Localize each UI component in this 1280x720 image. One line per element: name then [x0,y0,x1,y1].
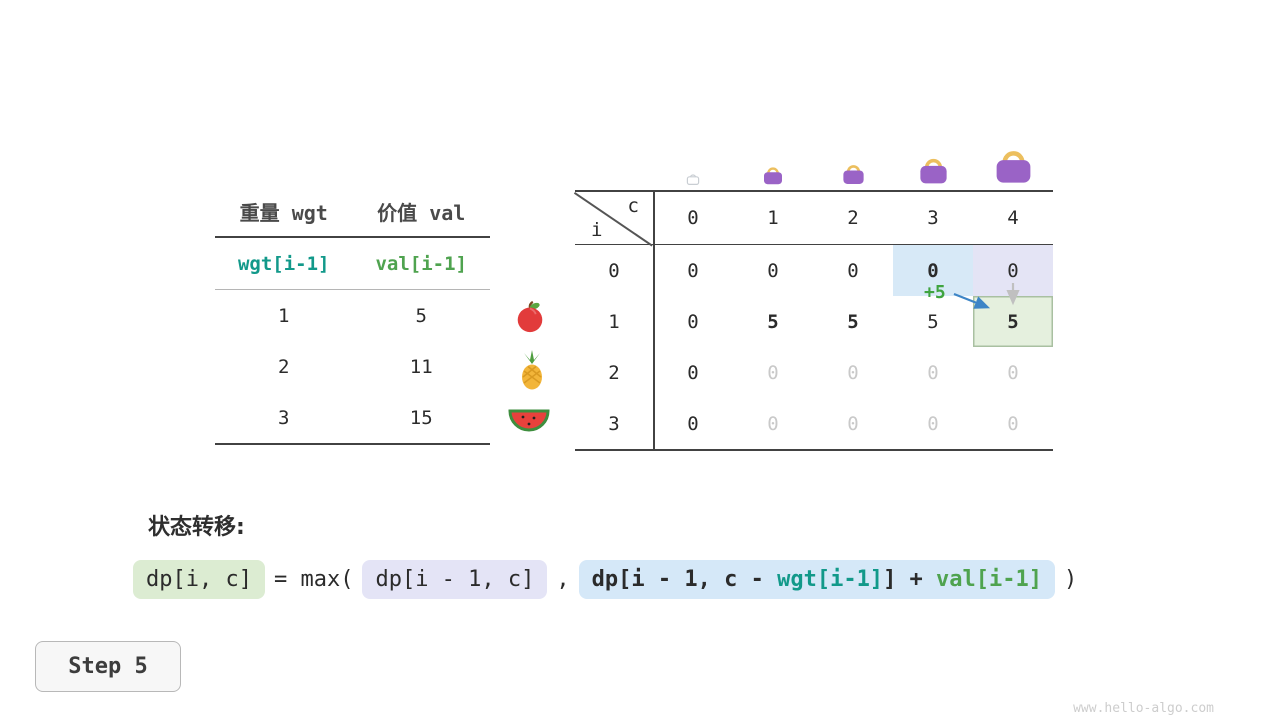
diagonal-line [574,192,653,247]
dp-cell-3-1: 0 [767,412,779,435]
formula-separator: , [556,567,570,592]
item-row: 2 11 [215,341,490,392]
dp-row-label: 0 [608,259,620,282]
dp-cell-0-0: 0 [687,259,699,282]
dp-cell-3-4: 0 [1007,412,1019,435]
term2-part1: dp[i - 1, c - [591,567,778,592]
dp-row-label: 2 [608,361,620,384]
dp-row-label: 3 [608,412,620,435]
dp-cell-1-0: 0 [687,310,699,333]
step-indicator: Step 5 [35,641,181,692]
item-weight: 2 [278,355,290,378]
watermelon-icon [507,406,551,436]
dp-cell-1-1: 5 [767,310,779,333]
dp-table-vertical-line [653,192,655,449]
dp-cell-3-0: 0 [687,412,699,435]
item-weight: 3 [278,406,290,429]
weight-column-header: 重量 wgt [239,200,328,225]
dp-row-label: 1 [608,310,620,333]
item-value: 15 [409,406,433,429]
dp-cell-0-3-source-highlight: 0 [893,245,973,296]
wgt-formula-cell: wgt[i-1] [237,252,330,275]
formula-operator: = max( [273,567,354,592]
bag-icon-capacity-1 [761,162,785,186]
dp-col-header: 4 [1007,207,1019,229]
dp-col-header: 0 [687,207,699,229]
item-row: 1 5 [215,290,490,341]
dp-cell-2-0: 0 [687,361,699,384]
dp-cell-3-3: 0 [927,412,939,435]
formula-lhs: dp[i, c] [133,560,265,599]
dp-cell-2-2: 0 [847,361,859,384]
dp-col-header: 2 [847,207,859,229]
corner-row-var: i [591,219,603,241]
dp-corner: c i [574,192,653,247]
plus-value-annotation: +5 [924,282,946,303]
dp-cell-0-2: 0 [847,259,859,282]
item-value: 5 [415,304,427,327]
dp-cell-2-1: 0 [767,361,779,384]
items-table-header: 重量 wgt 价值 val [215,186,490,238]
dp-row-3: 3 0 0 0 0 0 [575,398,1053,449]
val-formula-cell: val[i-1] [375,252,467,275]
item-value: 11 [409,355,433,378]
transition-title: 状态转移: [148,515,245,540]
value-column-header: 价值 val [377,200,466,225]
formula-term1: dp[i - 1, c] [362,560,548,599]
transition-formula: dp[i, c] = max( dp[i - 1, c] , dp[i - 1,… [133,560,1086,599]
dp-header-row: c i 0 1 2 3 4 [574,192,1053,247]
dp-col-header: 3 [927,207,939,229]
pineapple-icon [514,350,550,390]
dp-cell-1-3: 5 [927,310,939,333]
item-weight: 1 [278,304,290,327]
bag-icon-capacity-2 [840,159,867,186]
dp-cell-0-1: 0 [767,259,779,282]
apple-icon [513,300,547,334]
dp-cell-1-4-target-highlight: 5 [973,296,1053,347]
dp-cell-3-2: 0 [847,412,859,435]
dp-cell-0-4-source-highlight: 0 [973,245,1053,296]
formula-term2: dp[i - 1, c - wgt[i-1]] + val[i-1] [578,560,1056,599]
term2-val: val[i-1] [936,567,1043,592]
step-label: Step 5 [68,654,148,679]
item-row: 3 15 [215,392,490,443]
dp-table: c i 0 1 2 3 4 0 0 0 0 0 0 1 0 5 5 5 5 2 [574,190,1053,451]
bag-icon-capacity-3 [916,151,951,186]
dp-row-1: 1 0 5 5 5 5 [575,296,1053,347]
corner-col-var: c [627,195,639,217]
dp-row-2: 2 0 0 0 0 0 [575,347,1053,398]
items-table: 重量 wgt 价值 val wgt[i-1] val[i-1] 1 5 2 11… [215,186,490,445]
formula-close-paren: ) [1064,567,1078,592]
dp-cell-2-3: 0 [927,361,939,384]
items-table-formula-row: wgt[i-1] val[i-1] [215,238,490,290]
dp-col-header: 1 [767,207,779,229]
term2-wgt: wgt[i-1] [777,567,884,592]
dp-cell-2-4: 0 [1007,361,1019,384]
dp-cell-1-2: 5 [847,310,859,333]
site-watermark: www.hello-algo.com [1073,701,1214,716]
term2-part2: ] + [883,567,937,592]
dp-row-0: 0 0 0 0 0 0 [575,245,1053,296]
bag-icon-capacity-0 [685,170,701,186]
bag-icon-capacity-4 [991,141,1036,186]
